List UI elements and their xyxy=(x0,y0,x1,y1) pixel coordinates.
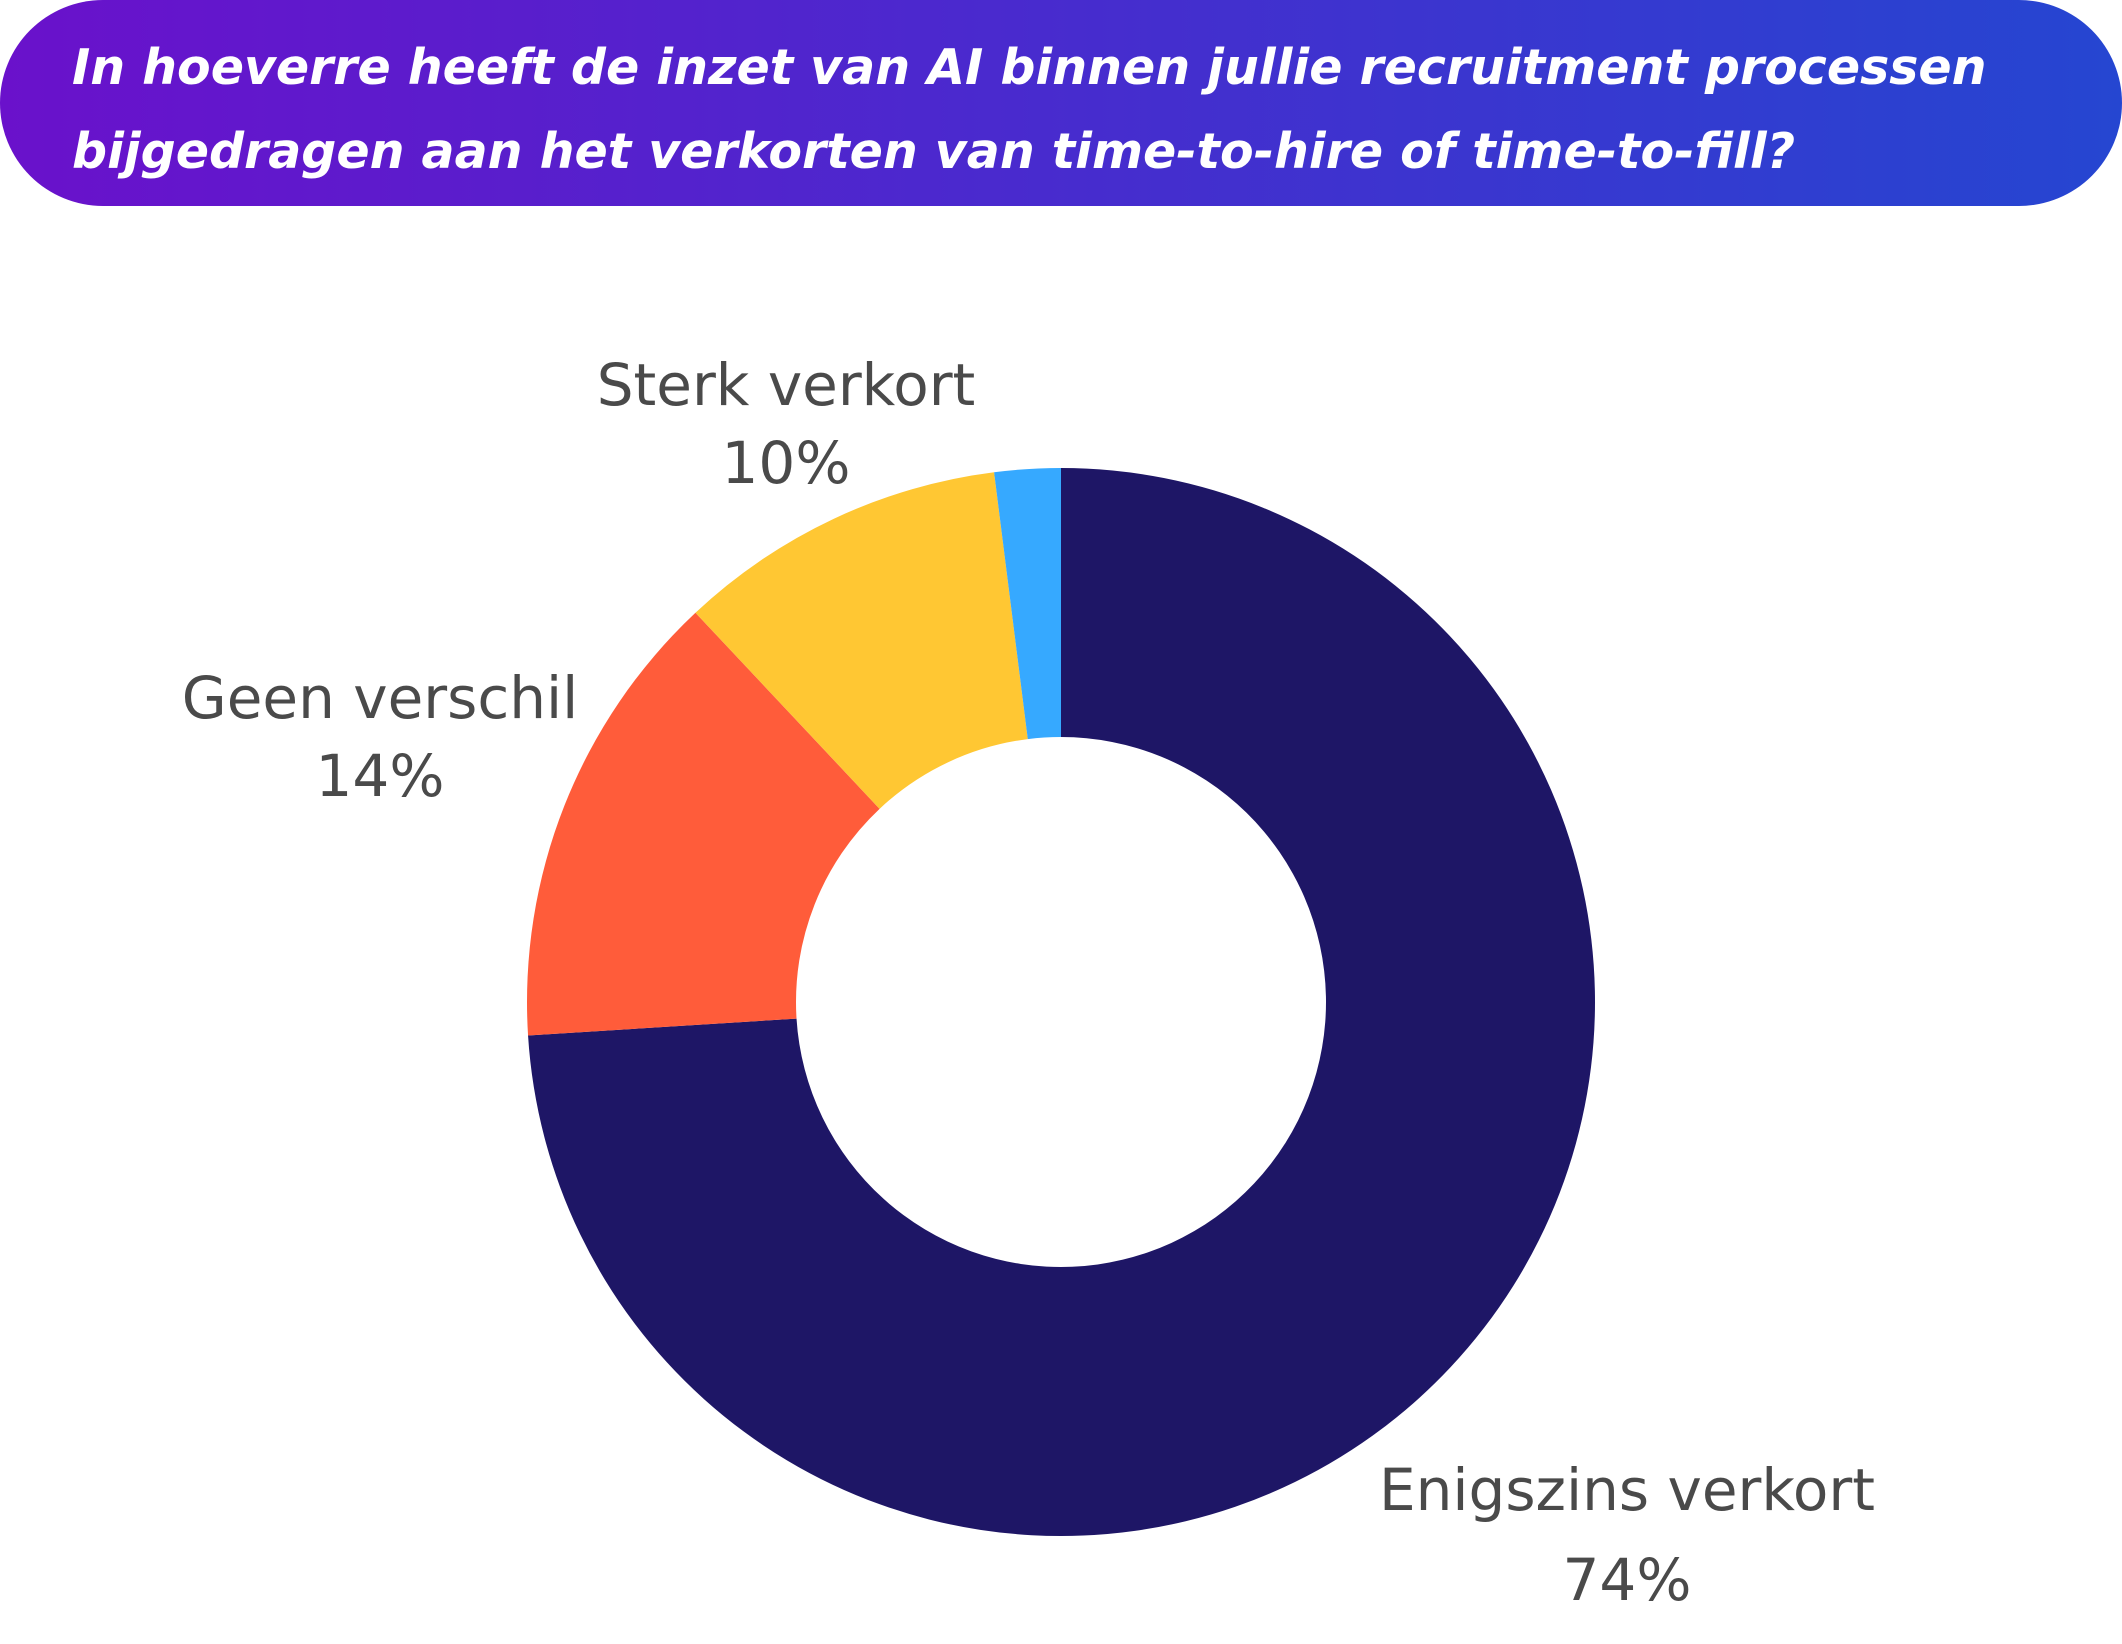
slice-label-value-1: 14% xyxy=(316,742,445,810)
donut-slice-0 xyxy=(528,468,1595,1536)
donut-slice-2 xyxy=(695,472,1028,809)
slice-label-name-0: Enigszins verkort xyxy=(1379,1456,1875,1524)
slice-label-name-1: Geen verschil xyxy=(182,664,578,732)
donut-slices xyxy=(527,468,1595,1536)
slice-label-name-2: Sterk verkort xyxy=(597,351,976,419)
donut-slice-1 xyxy=(527,612,880,1036)
slice-label-value-0: 74% xyxy=(1563,1546,1692,1614)
slice-label-value-2: 10% xyxy=(722,429,851,497)
title-banner: In hoeverre heeft de inzet van AI binnen… xyxy=(0,0,2122,206)
chart-title: In hoeverre heeft de inzet van AI binnen… xyxy=(72,39,1987,180)
slice-labels: Enigszins verkort 74% Geen verschil 14% Ster… xyxy=(182,351,1875,1614)
donut-slice-3 xyxy=(994,468,1061,740)
